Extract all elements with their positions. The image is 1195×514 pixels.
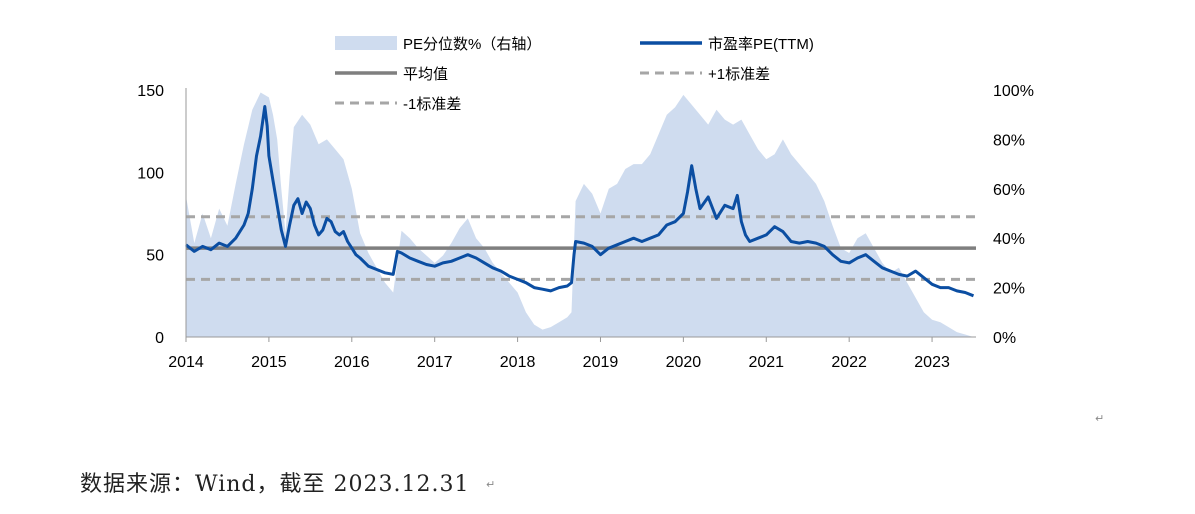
- reference-lines-layer: [186, 215, 976, 281]
- y-right-tick-label: 40%: [993, 231, 1025, 248]
- y-right-tick-label: 20%: [993, 281, 1025, 298]
- axes-layer: 150 100 50 0 100% 80% 60% 40% 20% 0% 2014 2015 2016 2…: [137, 83, 1034, 371]
- x-tick-label: 2017: [417, 354, 453, 371]
- y-right-tick-label: 60%: [993, 182, 1025, 199]
- y-right-tick-label: 0%: [993, 330, 1016, 347]
- paragraph-mark-icon: ↵: [1095, 412, 1105, 425]
- x-tick-label: 2023: [914, 354, 950, 371]
- y-left-tick-label: 0: [155, 330, 164, 347]
- pe-line-layer: [185, 105, 975, 298]
- legend-label: 平均值: [403, 66, 448, 83]
- percentile-area-layer: [186, 92, 974, 337]
- legend-label: 市盈率PE(TTM): [708, 36, 814, 53]
- legend-swatch: [335, 36, 397, 50]
- y-left-tick-label: 50: [146, 248, 164, 265]
- legend-item: 市盈率PE(TTM): [640, 36, 814, 53]
- x-tick-label: 2020: [666, 354, 702, 371]
- legend-item: +1标准差: [640, 66, 770, 83]
- y-right-tick-label: 100%: [993, 83, 1034, 100]
- paragraph-mark-icon: ↵: [486, 478, 496, 491]
- legend-label: PE分位数%（右轴）: [403, 36, 541, 53]
- x-tick-label: 2014: [168, 354, 204, 371]
- x-tick-label: 2015: [251, 354, 287, 371]
- legend: PE分位数%（右轴） 市盈率PE(TTM) 平均值 +1标准差 -1标准差: [335, 36, 814, 113]
- legend-item: 平均值: [335, 66, 448, 83]
- y-left-tick-label: 100: [137, 165, 164, 182]
- y-left-tick-label: 150: [137, 83, 164, 100]
- percentile-area: [186, 92, 974, 337]
- legend-label: +1标准差: [708, 66, 770, 83]
- legend-item: PE分位数%（右轴）: [335, 36, 541, 53]
- pe-ttm-line: [185, 105, 975, 298]
- x-tick-label: 2016: [334, 354, 370, 371]
- x-tick-label: 2021: [748, 354, 784, 371]
- legend-label: -1标准差: [403, 96, 461, 113]
- x-tick-label: 2018: [500, 354, 536, 371]
- legend-item: -1标准差: [335, 96, 461, 113]
- source-note: 数据来源：Wind，截至 2023.12.31: [80, 472, 470, 497]
- x-tick-label: 2019: [583, 354, 619, 371]
- y-right-tick-label: 80%: [993, 132, 1025, 149]
- x-tick-label: 2022: [831, 354, 867, 371]
